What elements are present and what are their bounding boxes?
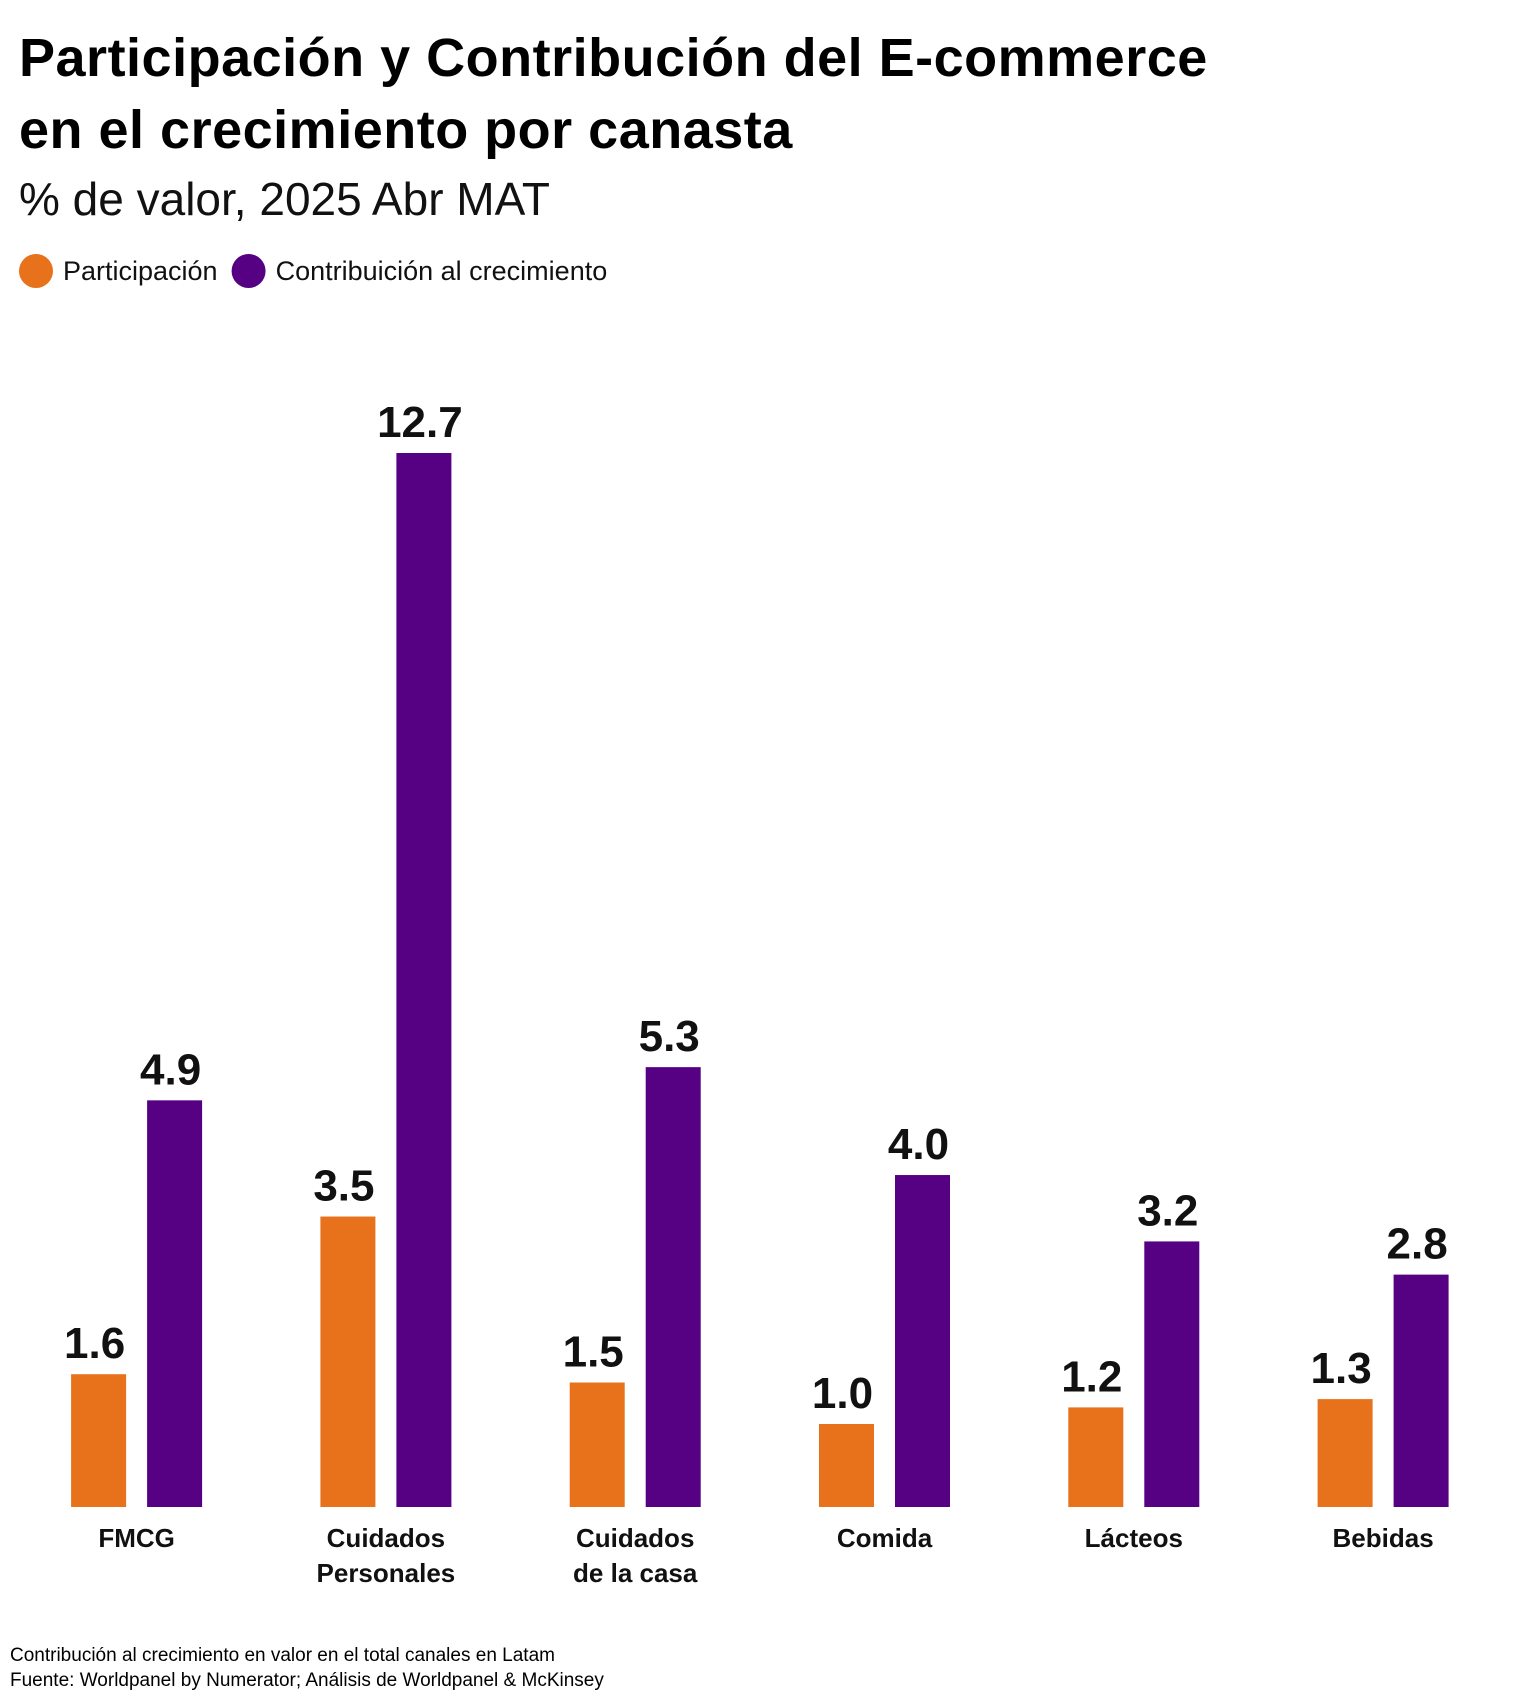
value-label: 4.0 — [888, 1120, 949, 1169]
x-tick-label: Bebidas — [1332, 1523, 1434, 1553]
chart-title: Participación y Contribución del E-comme… — [19, 28, 1208, 160]
bar — [645, 1067, 701, 1507]
chart-subtitle: % de valor, 2025 Abr MAT — [19, 173, 550, 225]
bar — [71, 1374, 127, 1507]
legend-marker — [19, 254, 53, 288]
legend-label: Participación — [63, 256, 218, 286]
bar — [1317, 1399, 1373, 1507]
value-label: 3.2 — [1137, 1186, 1198, 1235]
value-label: 1.2 — [1061, 1352, 1122, 1401]
x-tick-label: Cuidados Personales — [316, 1523, 456, 1588]
legend-label: Contribuición al crecimiento — [276, 256, 608, 286]
footnote: Contribución al crecimiento en valor en … — [10, 1645, 555, 1666]
x-tick-label: Lácteos — [1084, 1523, 1183, 1553]
x-tick-label: FMCG — [98, 1523, 175, 1553]
value-label: 1.3 — [1311, 1344, 1372, 1393]
bar — [1068, 1407, 1124, 1507]
value-label: 4.9 — [140, 1045, 201, 1094]
plot: Participación Contribuición al crecimient… — [19, 254, 1449, 1507]
bar — [569, 1382, 625, 1507]
value-label: 3.5 — [313, 1162, 374, 1211]
bar — [1393, 1274, 1449, 1507]
bar — [320, 1216, 376, 1507]
x-tick-label: Cuidados de la casa — [573, 1523, 698, 1588]
bar — [895, 1175, 950, 1507]
value-label: 1.5 — [563, 1328, 624, 1377]
value-label: 12.7 — [377, 398, 463, 447]
value-label: 5.3 — [639, 1012, 700, 1061]
bar — [819, 1424, 874, 1507]
legend-marker — [231, 254, 266, 288]
bar — [147, 1100, 203, 1507]
value-label: 1.0 — [812, 1369, 873, 1418]
footnote: Fuente: Worldpanel by Numerator; Análisi… — [10, 1670, 604, 1691]
bar — [396, 453, 452, 1507]
bar — [1144, 1241, 1200, 1507]
value-label: 1.6 — [64, 1319, 125, 1368]
x-tick-label: Comida — [836, 1523, 933, 1553]
value-label: 2.8 — [1387, 1220, 1448, 1269]
